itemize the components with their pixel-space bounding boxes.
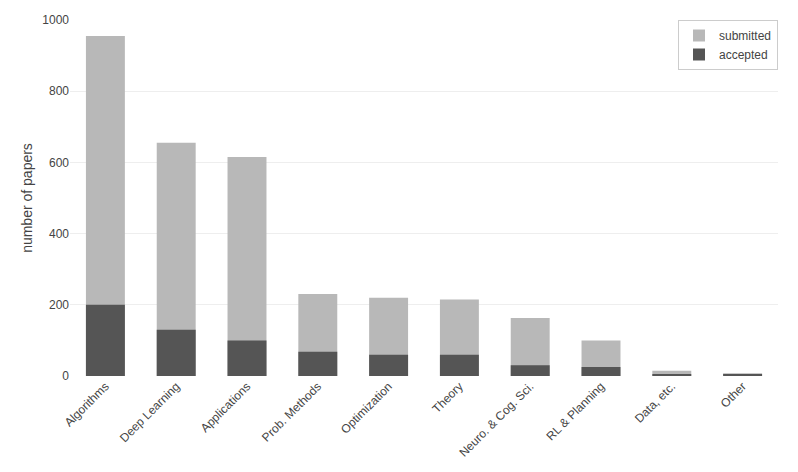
svg-text:RL & Planning: RL & Planning [544, 379, 608, 443]
svg-text:Optimization: Optimization [338, 379, 395, 436]
svg-text:submitted: submitted [719, 29, 771, 43]
svg-text:Applications: Applications [198, 379, 254, 435]
svg-text:Neuro. & Cog. Sci.: Neuro. & Cog. Sci. [456, 379, 536, 459]
svg-text:Deep Learning: Deep Learning [117, 379, 183, 445]
svg-text:400: 400 [49, 227, 69, 241]
svg-text:Algorithms: Algorithms [62, 379, 112, 429]
svg-text:Data, etc.: Data, etc. [632, 379, 678, 425]
svg-text:1000: 1000 [42, 13, 69, 27]
svg-text:200: 200 [49, 298, 69, 312]
svg-text:0: 0 [62, 369, 69, 383]
svg-text:Theory: Theory [429, 379, 465, 415]
svg-text:600: 600 [49, 156, 69, 170]
svg-text:800: 800 [49, 84, 69, 98]
svg-text:Other: Other [718, 379, 749, 410]
svg-text:Prob. Methods: Prob. Methods [259, 379, 324, 444]
svg-text:accepted: accepted [719, 48, 768, 62]
svg-text:number of papers: number of papers [19, 143, 35, 253]
